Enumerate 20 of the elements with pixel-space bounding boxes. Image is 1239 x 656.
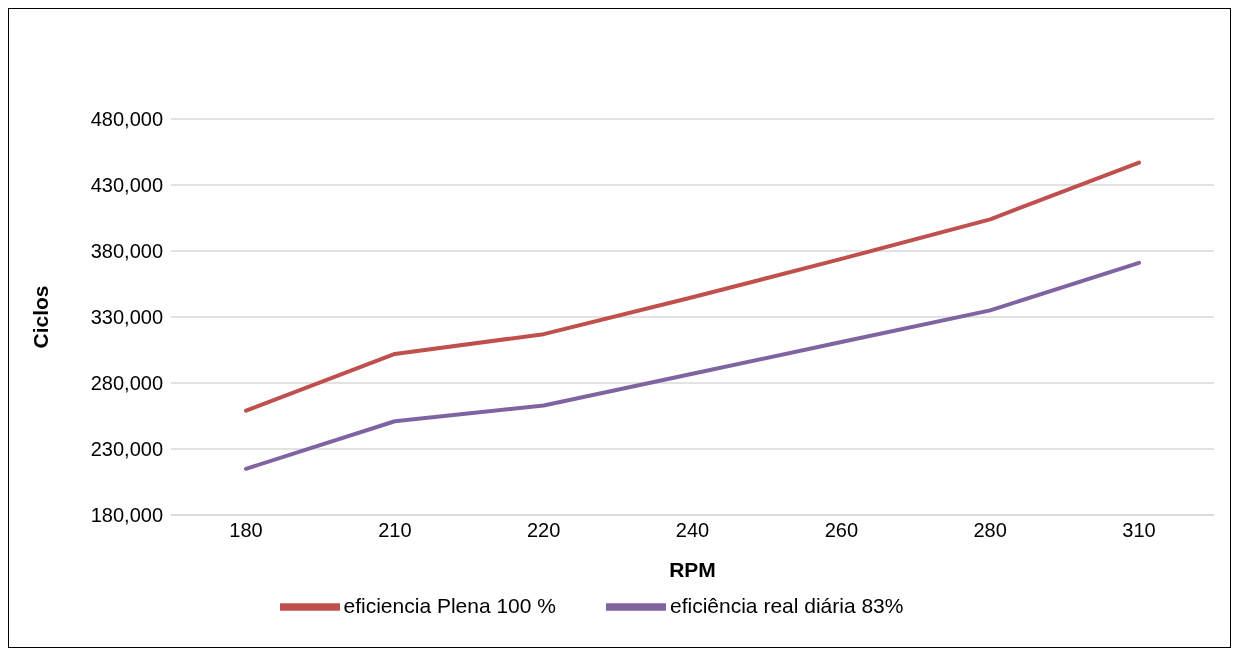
y-tick-label: 330,000	[90, 306, 163, 329]
y-axis-title: Ciclos	[29, 285, 53, 349]
y-tick-label: 230,000	[90, 438, 163, 461]
x-tick-label: 310	[1122, 519, 1156, 542]
x-tick-label: 260	[824, 519, 859, 542]
legend-label: eficiência real diária 83%	[670, 593, 904, 617]
line-series	[244, 260, 1141, 471]
y-tick-label: 180,000	[90, 504, 163, 527]
x-tick-label: 180	[229, 519, 263, 542]
y-tick-label: 380,000	[90, 240, 163, 263]
x-axis-title: RPM	[669, 558, 716, 581]
legend-label: eficiencia Plena 100 %	[343, 593, 556, 617]
line-series	[244, 160, 1141, 413]
x-tick-label: 280	[973, 519, 1007, 542]
y-tick-label: 430,000	[90, 174, 163, 197]
x-tick-label: 240	[675, 519, 710, 542]
y-tick-label: 280,000	[90, 372, 163, 395]
y-tick-label: 480,000	[90, 108, 163, 131]
x-tick-label: 210	[378, 519, 412, 542]
x-tick-label: 220	[526, 519, 561, 542]
